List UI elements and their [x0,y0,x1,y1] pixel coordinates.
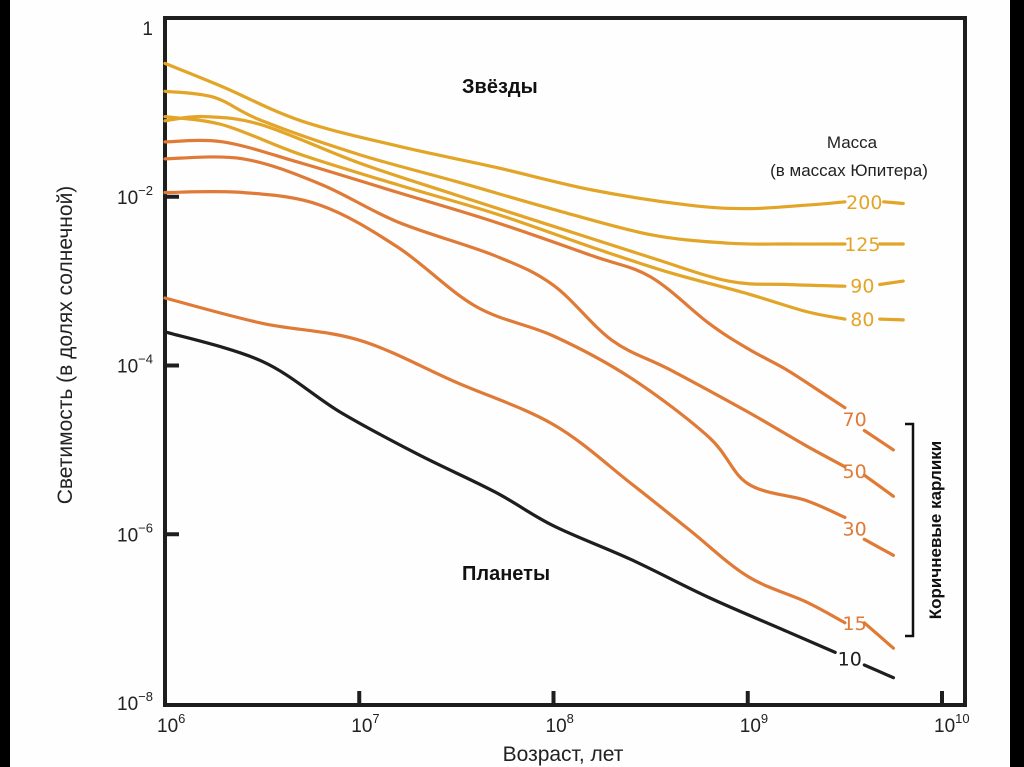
series-10: 10 [163,330,895,680]
stars-label: Звёзды [462,76,538,98]
series-50: 50 [163,155,895,498]
series-label-125: 125 [844,234,880,256]
series-125: 125 [163,89,905,256]
series-line-200 [163,61,847,211]
series-line-125 [163,89,847,246]
series-line-90 [163,114,847,288]
series-line-30 [163,189,847,519]
x-axis-title: Возраст, лет [503,743,624,766]
labels-layer: Звёзды Планеты Масса (в массах Юпитера) … [54,76,945,766]
legend-title-mass: Масса [827,133,878,152]
series-tail-70 [862,428,895,452]
series-label-15: 15 [842,613,866,635]
series-line-80 [163,115,847,321]
series-tail-90 [878,279,905,287]
luminosity-age-chart: 106 107 108 109 1010 1 10−2 10−4 10−6 10−8 200 125… [54,16,970,766]
series-tail-10 [862,663,895,680]
legend-title-units: (в массах Юпитера) [770,161,928,180]
x-tick-label: 1010 [934,711,970,737]
series-tail-50 [862,473,895,498]
series-label-10: 10 [838,649,862,671]
series-90: 90 [163,114,905,297]
series-label-200: 200 [846,192,882,214]
x-tick-label: 108 [546,711,574,737]
x-tick-label: 107 [351,711,379,737]
series-15: 15 [163,296,895,650]
y-axis-title: Светимость (в долях солнечной) [54,186,77,505]
x-tick-label: 106 [157,711,185,737]
series-70: 70 [163,138,895,452]
series-label-90: 90 [850,275,874,297]
series-line-10 [163,330,837,654]
y-tick-label: 10−6 [117,520,153,546]
series-label-80: 80 [850,309,874,331]
series-line-50 [163,155,847,469]
series-tail-15 [862,621,895,650]
series-80: 80 [163,115,905,331]
y-tick-label: 10−8 [117,689,153,715]
series-line-70 [163,138,847,410]
brown-dwarf-bracket [905,422,915,638]
series-30: 30 [163,189,895,557]
y-tick-label: 1 [142,19,153,40]
series-label-50: 50 [842,461,866,483]
planets-label: Планеты [462,563,550,585]
brown-dwarfs-label: Коричневые карлики [926,441,945,619]
plot-frame [163,16,967,707]
series-tail-200 [882,200,905,206]
chart-canvas: 106 107 108 109 1010 1 10−2 10−4 10−6 10−8 200 125… [10,0,1010,767]
series-tail-30 [862,537,895,557]
series-label-70: 70 [842,409,866,431]
axes: 106 107 108 109 1010 1 10−2 10−4 10−6 10−8 [117,16,970,737]
y-tick-label: 10−2 [117,183,153,209]
series-label-30: 30 [842,518,866,540]
series-200: 200 [163,61,905,214]
x-tick-label: 109 [740,711,768,737]
y-tick-label: 10−4 [117,352,153,378]
series-layer: 200 125 90 80 70 50 30 15 10 [163,61,905,680]
series-tail-80 [878,317,905,322]
series-line-15 [163,296,847,625]
